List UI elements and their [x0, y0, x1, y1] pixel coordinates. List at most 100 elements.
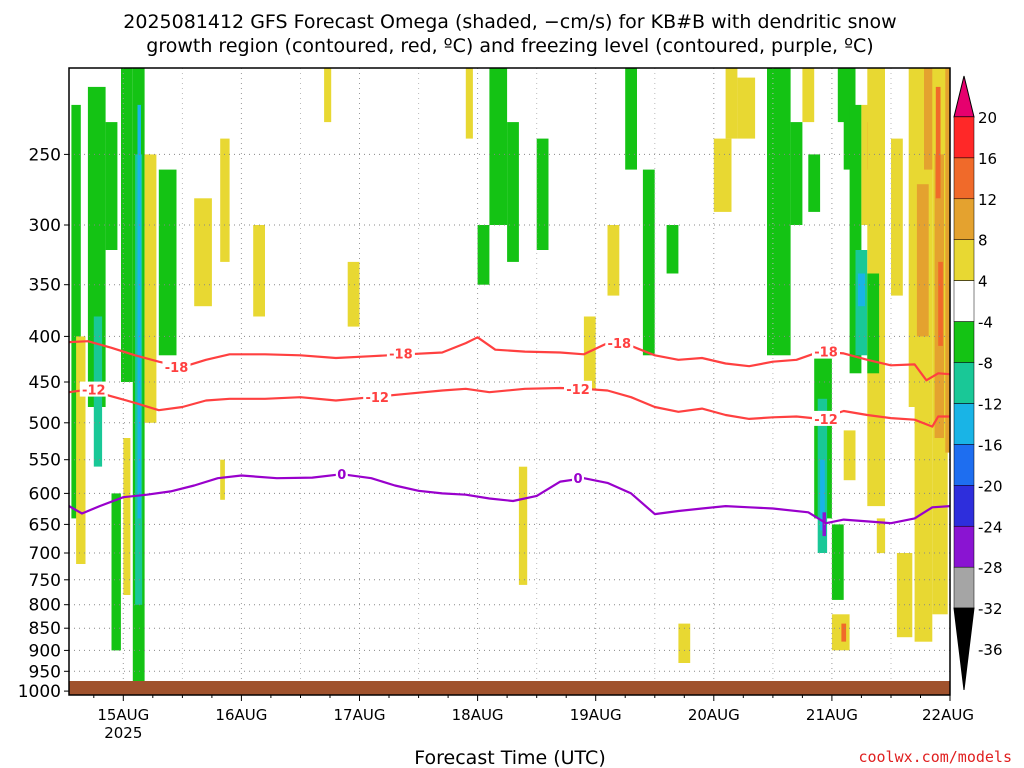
plot-area: -18 -18 -18 -18 -12 -12 -12 -12 0 0 — [68, 67, 951, 696]
x-tick-label: 18AUG — [452, 706, 504, 724]
colorbar-label: -24 — [978, 518, 1003, 536]
y-tick-label: 650 — [29, 515, 61, 535]
omega-shade — [938, 261, 943, 346]
colorbar-label: -12 — [978, 396, 1003, 414]
omega-shade — [945, 68, 950, 453]
x-tick-label: 16AUG — [215, 706, 267, 724]
chart-title-line2: growth region (contoured, red, ºC) and f… — [146, 35, 873, 57]
contour-label: -12 — [365, 391, 389, 406]
omega-shade — [857, 273, 865, 307]
omega-shade — [713, 138, 732, 212]
colorbar-swatch — [953, 157, 975, 200]
omega-shade — [123, 438, 131, 595]
colorbar-swatch — [953, 566, 975, 609]
colorbar-label: 12 — [978, 191, 997, 209]
contour-label-bg — [812, 343, 840, 359]
colorbar-label: -4 — [978, 314, 993, 332]
credit-link[interactable]: coolwx.com/models — [858, 748, 1012, 766]
y-axis: 2503003504004505005506006507007508008509… — [18, 145, 69, 702]
y-tick-label: 800 — [29, 596, 61, 616]
contour-label-bg — [162, 359, 191, 375]
omega-shade — [220, 138, 230, 262]
colorbar-swatch — [953, 485, 975, 527]
omega-shade — [678, 623, 691, 663]
omega-shade — [144, 154, 157, 423]
omega-shade — [194, 198, 212, 307]
colorbar-label: 8 — [978, 232, 988, 250]
contour-labels: -18 -18 -18 -18 -12 -12 -12 -12 0 0 — [79, 335, 840, 487]
colorbar-label: -8 — [978, 355, 993, 373]
omega-shade — [347, 261, 360, 327]
y-tick-label: 550 — [29, 451, 61, 471]
colorbar-swatch — [953, 239, 975, 281]
x-tick-label: 20AUG — [688, 706, 740, 724]
omega-shade — [583, 316, 596, 391]
colorbar-swatch — [953, 362, 975, 404]
y-tick-label: 850 — [29, 619, 61, 639]
omega-shade — [891, 138, 903, 296]
colorbar-swatch — [953, 280, 975, 322]
omega-shading — [71, 68, 950, 684]
omega-shade — [924, 68, 934, 170]
omega-shade — [465, 68, 473, 139]
contour-label: -12 — [82, 384, 106, 399]
contour-label: 0 — [337, 468, 346, 483]
omega-shade — [518, 466, 528, 585]
omega-shade — [477, 225, 490, 285]
colorbar-label: -16 — [978, 436, 1003, 454]
ground-terrain — [69, 681, 950, 695]
omega-shade — [876, 518, 886, 554]
y-tick-label: 900 — [29, 641, 61, 661]
x-tick-label: 17AUG — [334, 706, 386, 724]
x-tick-label: 19AUG — [570, 706, 622, 724]
omega-shade — [802, 68, 815, 123]
contour-label-bg — [812, 410, 840, 426]
omega-shade — [896, 553, 913, 638]
omega-shade — [935, 86, 941, 199]
omega-shade — [843, 430, 856, 481]
omega-shade — [867, 273, 880, 374]
contour-label: -18 — [165, 361, 189, 376]
y-tick-label: 500 — [29, 414, 61, 434]
y-tick-label: 450 — [29, 373, 61, 393]
omega-shade — [767, 68, 791, 356]
colorbar-label: -28 — [978, 559, 1003, 577]
omega-shade — [831, 524, 844, 600]
contour-label: -18 — [814, 346, 838, 361]
omega-shade — [71, 104, 81, 519]
colorbar-swatch — [953, 526, 975, 568]
omega-shade — [841, 623, 847, 642]
omega-shade — [625, 68, 637, 170]
contour-0 — [68, 473, 951, 525]
contour-label-bg — [79, 381, 108, 397]
colorbar-top-arrow — [953, 75, 975, 118]
y-tick-label: 700 — [29, 544, 61, 564]
colorbar-label: 20 — [978, 109, 997, 127]
x-axis-title: Forecast Time (UTC) — [414, 747, 605, 768]
y-tick-label: 350 — [29, 276, 61, 296]
omega-shade — [831, 614, 850, 651]
colorbar-label: -36 — [978, 641, 1003, 659]
omega-shade — [607, 225, 620, 296]
omega-shade — [916, 184, 929, 337]
x-tick-label: 22AUG — [922, 706, 974, 724]
contour-label-bg — [564, 380, 592, 396]
contour--18 — [68, 336, 951, 382]
colorbar: 20 16 12 8 4 -4 -8 -12 -16 -20 -24 -28 -32 -36 — [953, 75, 1003, 691]
x-tick-label: 21AUG — [806, 706, 858, 724]
omega-shade — [253, 225, 265, 317]
contour-label-bg — [605, 335, 634, 351]
colorbar-label: 4 — [978, 273, 988, 291]
y-tick-label: 750 — [29, 571, 61, 591]
colorbar-swatch — [953, 116, 975, 159]
omega-shade — [121, 68, 133, 382]
colorbar-swatch — [953, 321, 975, 363]
x-tick-year-label: 2025 — [104, 724, 142, 742]
colorbar-label: -20 — [978, 477, 1003, 495]
omega-shade — [507, 122, 519, 262]
contour-label: 0 — [573, 472, 582, 487]
chart-title-line1: 2025081412 GFS Forecast Omega (shaded, −… — [123, 11, 896, 33]
contour-label: -18 — [608, 337, 632, 352]
omega-shade — [666, 225, 679, 274]
